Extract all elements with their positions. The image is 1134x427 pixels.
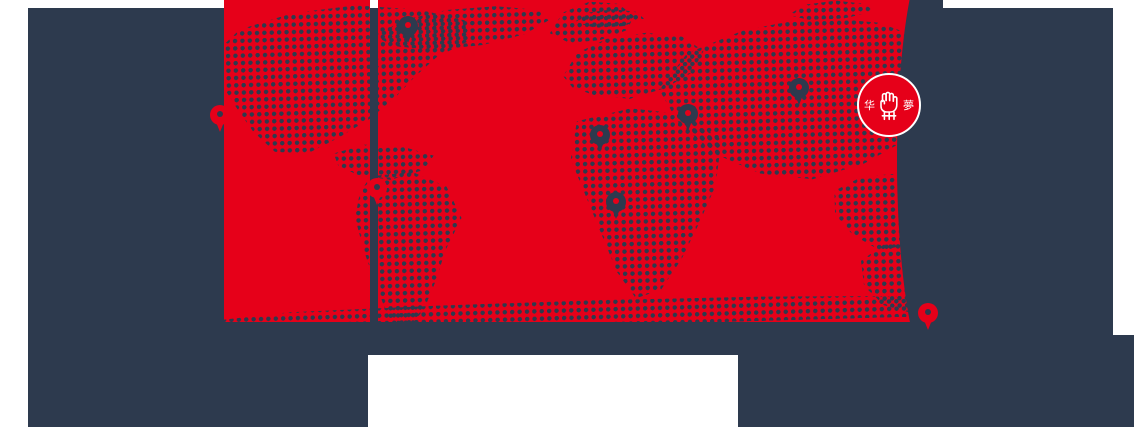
pin-dot (217, 111, 223, 117)
pin-tail (214, 117, 226, 132)
pin-tail (793, 90, 805, 105)
pin-tail (610, 204, 622, 219)
pin-tail (402, 28, 414, 43)
pin-mediterranean[interactable] (590, 125, 610, 152)
raised-fist-badge[interactable]: 华 夢 (857, 73, 921, 137)
pin-dot (405, 22, 411, 28)
page-margin-top-left (0, 0, 224, 8)
pin-east-asia[interactable] (789, 78, 809, 105)
pin-africa[interactable] (606, 192, 626, 219)
dotted-landmass-layer (224, 0, 943, 322)
map-divider-bar (370, 0, 378, 322)
pin-central-asia[interactable] (678, 104, 698, 131)
pin-tail (371, 190, 383, 205)
pin-dot (685, 110, 691, 116)
pin-tail (922, 315, 934, 330)
pin-atlantic[interactable] (367, 178, 387, 205)
page-margin-right (1113, 0, 1134, 335)
badge-character-right: 夢 (903, 99, 914, 113)
pin-dot (613, 198, 619, 204)
pin-dot (374, 184, 380, 190)
pin-dot (925, 309, 931, 315)
page-margin-top-right (938, 0, 1134, 8)
map-divider-notch (370, 0, 378, 8)
globe-edge-curve (897, 0, 943, 322)
caption-panel (368, 355, 738, 427)
pin-dot (597, 131, 603, 137)
pin-tail (682, 116, 694, 131)
pin-oceania[interactable] (918, 303, 938, 330)
pin-canada[interactable] (398, 16, 418, 43)
world-map-panel (224, 0, 943, 322)
raised-fist-icon (880, 91, 898, 121)
pin-west-coast[interactable] (210, 105, 230, 132)
landmass-south-america (340, 170, 484, 322)
page-margin-left (0, 0, 28, 427)
landmass-antarctica (224, 290, 943, 322)
pin-tail (594, 137, 606, 152)
pin-dot (796, 84, 802, 90)
badge-character-left: 华 (864, 99, 875, 113)
